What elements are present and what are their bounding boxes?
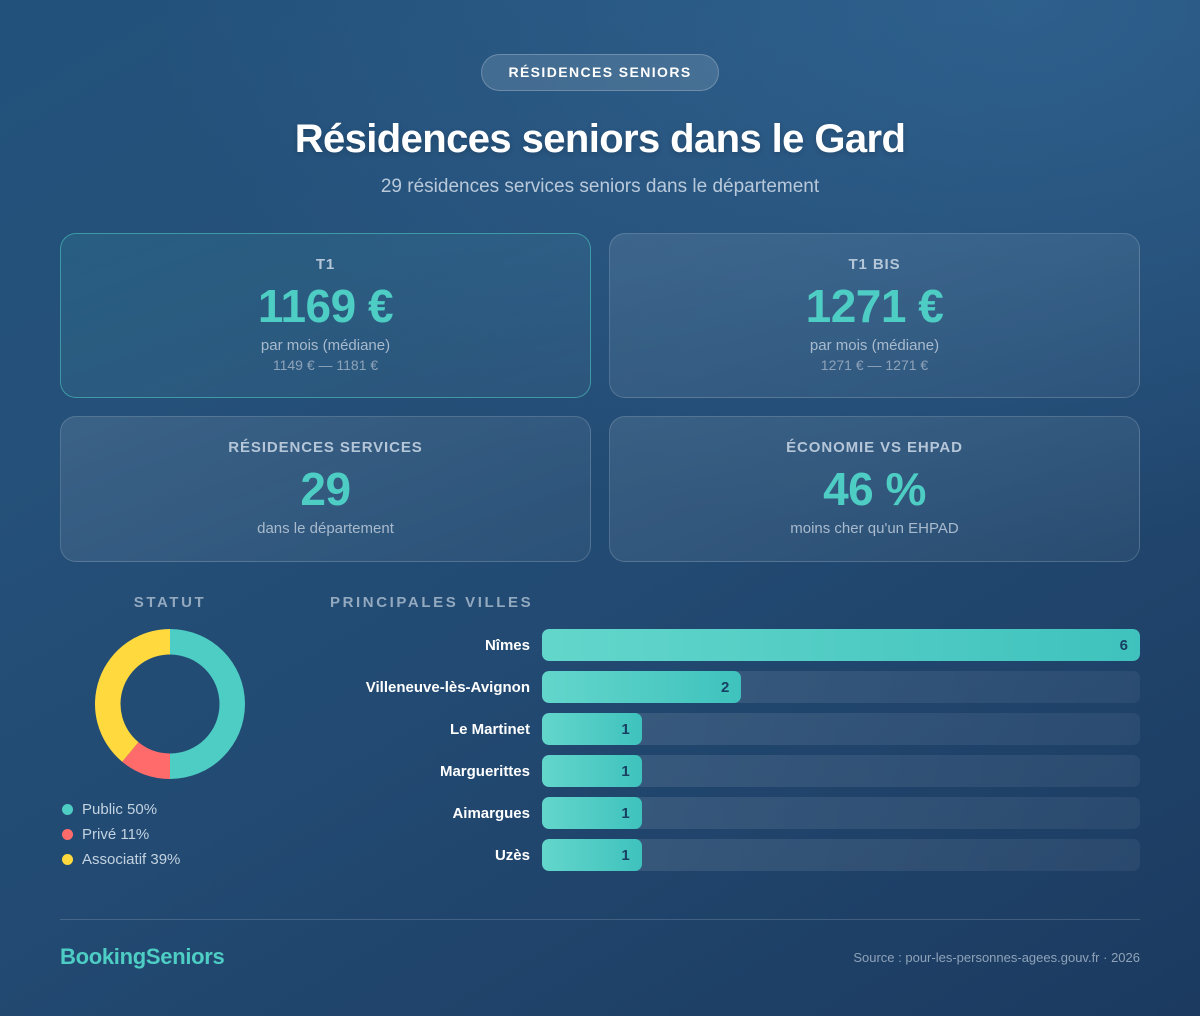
legend-color-dot-icon	[62, 854, 73, 865]
legend-item-label: Associatif 39%	[82, 851, 181, 868]
legend-item-label: Privé 11%	[82, 826, 150, 843]
brand-logo: BookingSeniors	[60, 944, 225, 969]
statut-legend: Public 50% Privé 11% Associatif 39%	[60, 801, 280, 868]
bar-category-label: Uzès	[494, 846, 530, 864]
donut-segment-public	[170, 629, 245, 779]
stat-card-t1-bis: T1 BIS 1271 € par mois (médiane) 1271 € …	[609, 233, 1140, 398]
bar-row: Marguerittes 1	[330, 755, 1140, 787]
bar-category-label: Nîmes	[484, 636, 530, 654]
stat-card-value: 29	[300, 463, 351, 515]
bar-row: Le Martinet 1	[330, 713, 1140, 745]
legend-item: Public 50%	[62, 801, 280, 818]
donut-segment-privé	[122, 742, 170, 779]
stat-card-subtitle: par mois (médiane)	[809, 337, 940, 354]
bar-value-label: 1	[621, 762, 630, 780]
header: RÉSIDENCES SENIORS Résidences seniors da…	[60, 0, 1140, 198]
stat-card-subtitle: moins cher qu'un EHPAD	[790, 520, 959, 537]
bar-fill: 1	[542, 797, 642, 829]
legend-color-dot-icon	[62, 829, 73, 840]
source-attribution: Source : pour-les-personnes-agees.gouv.f…	[853, 949, 1140, 965]
category-badge: RÉSIDENCES SENIORS	[481, 54, 719, 91]
legend-item: Privé 11%	[62, 826, 280, 843]
bar-value-label: 1	[621, 846, 630, 864]
stat-card-value: 1271 €	[805, 280, 944, 332]
charts-region: STATUT Public 50% Privé 11% Associatif 39%…	[60, 594, 1140, 876]
bar-fill: 1	[542, 755, 642, 787]
donut-segment-associatif	[95, 629, 170, 762]
statut-donut-chart	[95, 629, 245, 779]
page-subtitle: 29 résidences services seniors dans le d…	[380, 176, 820, 197]
donut-chart-wrap	[60, 629, 280, 779]
bar-category-label: Le Martinet	[449, 720, 530, 738]
stat-card-economie-vs-ehpad: ÉCONOMIE VS EHPAD 46 % moins cher qu'un …	[609, 416, 1140, 562]
stat-card-value: 1169 €	[257, 280, 394, 332]
statut-chart-panel: STATUT Public 50% Privé 11% Associatif 39%	[60, 594, 280, 876]
bar-row: Nîmes 6	[330, 629, 1140, 661]
stat-card-label: T1 BIS	[848, 256, 901, 273]
stat-card-range: 1271 € — 1271 €	[820, 357, 929, 373]
bar-track: 1	[542, 713, 1140, 745]
bar-fill: 1	[542, 713, 642, 745]
bar-row: Aimargues 1	[330, 797, 1140, 829]
bar-value-label: 1	[621, 804, 630, 822]
stat-cards-grid: T1 1169 € par mois (médiane) 1149 € — 11…	[60, 233, 1140, 562]
bar-track: 1	[542, 839, 1140, 871]
bar-track: 6	[542, 629, 1140, 661]
stat-card-subtitle: dans le département	[257, 520, 394, 537]
stat-card-residences-services: RÉSIDENCES SERVICES 29 dans le départeme…	[60, 416, 591, 562]
stat-card-t1: T1 1169 € par mois (médiane) 1149 € — 11…	[60, 233, 591, 398]
stat-card-label: ÉCONOMIE VS EHPAD	[786, 439, 963, 456]
legend-color-dot-icon	[62, 804, 73, 815]
statut-section-title: STATUT	[133, 594, 207, 611]
legend-item: Associatif 39%	[62, 851, 280, 868]
page-title: Résidences seniors dans le Gard	[294, 117, 906, 161]
bar-row: Uzès 1	[330, 839, 1140, 871]
bar-value-label: 2	[720, 678, 730, 696]
footer: BookingSeniors Source : pour-les-personn…	[60, 919, 1140, 970]
bar-category-label: Marguerittes	[439, 762, 530, 780]
bar-category-label: Aimargues	[452, 804, 530, 822]
bar-value-label: 1	[621, 720, 630, 738]
bar-fill: 6	[542, 629, 1140, 661]
bar-value-label: 6	[1119, 636, 1128, 654]
stat-card-value: 46 %	[823, 463, 926, 515]
bar-track: 1	[542, 797, 1140, 829]
stat-card-range: 1149 € — 1181 €	[272, 357, 379, 373]
stat-card-label: RÉSIDENCES SERVICES	[228, 439, 423, 456]
bar-track: 2	[542, 671, 1140, 703]
stat-card-label: T1	[315, 256, 336, 273]
villes-bar-chart: Nîmes 6 Villeneuve-lès-Avignon 2 Le Martinet…	[330, 629, 1140, 871]
bar-category-label: Villeneuve-lès-Avignon	[365, 678, 530, 696]
villes-chart-panel: PRINCIPALES VILLES Nîmes 6 Villeneuve-lès-…	[330, 594, 1140, 876]
legend-item-label: Public 50%	[82, 801, 158, 818]
bar-fill: 2	[542, 671, 742, 703]
bar-fill: 1	[542, 839, 642, 871]
stat-card-subtitle: par mois (médiane)	[260, 337, 391, 354]
villes-section-title: PRINCIPALES VILLES	[330, 594, 534, 611]
bar-track: 1	[542, 755, 1140, 787]
bar-row: Villeneuve-lès-Avignon 2	[330, 671, 1140, 703]
